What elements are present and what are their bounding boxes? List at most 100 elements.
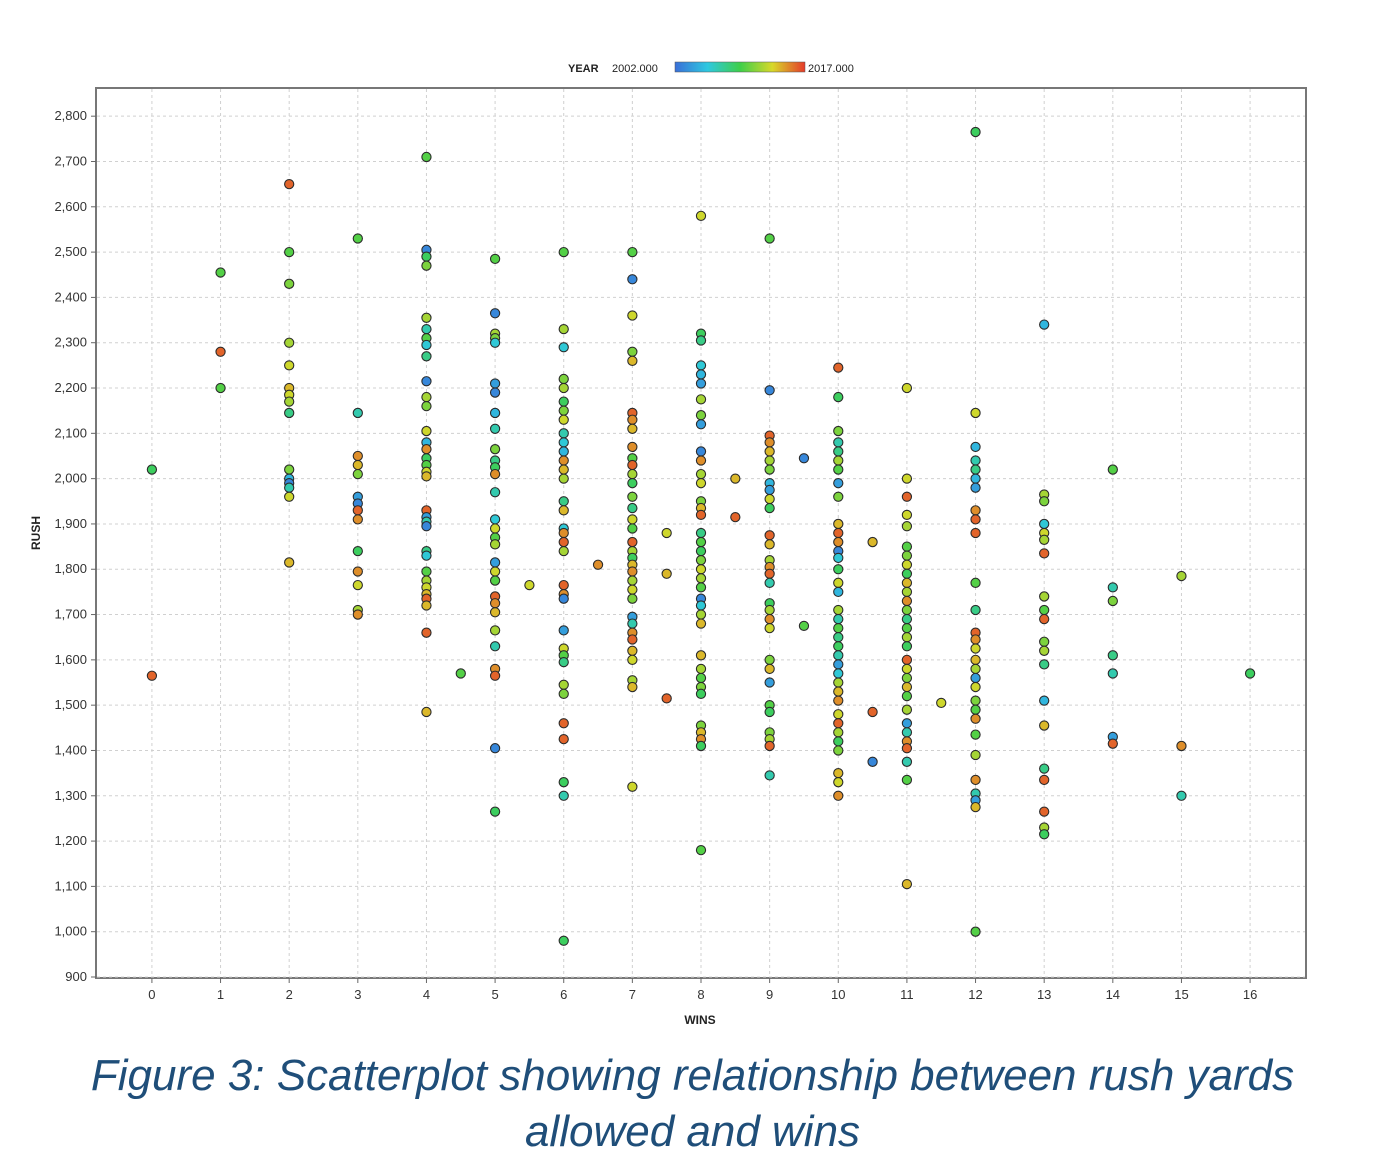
data-point (901, 681, 913, 693)
data-point (489, 743, 501, 754)
y-axis-title: RUSH (29, 516, 43, 550)
data-point (627, 523, 638, 534)
data-point (352, 566, 363, 577)
data-point (627, 781, 638, 792)
data-point (558, 382, 569, 394)
data-point (833, 437, 844, 448)
data-point (421, 391, 432, 403)
x-tick-label: 10 (831, 987, 845, 1002)
data-point (627, 514, 638, 525)
data-point (558, 545, 569, 557)
data-point (627, 459, 638, 471)
data-point (764, 493, 775, 505)
data-point (421, 425, 432, 437)
data-point (695, 688, 707, 699)
data-point (901, 641, 913, 652)
data-point (489, 337, 501, 348)
data-point (421, 260, 432, 271)
data-point (901, 568, 913, 579)
data-point (901, 604, 913, 616)
data-point (558, 733, 569, 745)
data-point (421, 627, 432, 638)
figure-caption-line-2: allowed and wins (524, 1107, 861, 1156)
data-point (284, 337, 295, 348)
data-point (421, 339, 432, 351)
data-point (1107, 650, 1118, 661)
data-point (661, 527, 672, 539)
data-point (558, 396, 569, 407)
data-point (1039, 613, 1050, 625)
data-point (833, 677, 844, 688)
data-point (421, 351, 432, 362)
data-point (901, 622, 913, 634)
data-point (833, 709, 844, 720)
data-point (867, 536, 878, 548)
x-tick-label: 8 (697, 987, 704, 1002)
y-tick-label: 2,200 (54, 380, 87, 395)
legend-max-label: 2017.000 (808, 63, 854, 75)
data-point (1039, 548, 1050, 559)
data-point (627, 584, 638, 595)
data-point (695, 527, 707, 539)
y-tick-label: 1,500 (54, 697, 87, 712)
data-point (489, 308, 501, 319)
data-point (901, 672, 913, 684)
data-point (489, 641, 501, 652)
data-point (970, 749, 981, 761)
data-point (558, 790, 569, 801)
x-tick-label: 15 (1174, 987, 1188, 1002)
data-point (489, 670, 501, 681)
data-point (489, 607, 501, 618)
data-point (970, 634, 981, 645)
data-point (1039, 829, 1050, 840)
data-point (901, 541, 913, 552)
data-point (695, 555, 707, 566)
data-point (764, 568, 775, 579)
data-point (695, 455, 707, 466)
y-tick-label: 1,300 (54, 788, 87, 803)
data-point (695, 573, 707, 584)
data-point (764, 740, 775, 752)
legend-min-label: 2002.000 (612, 63, 658, 75)
data-point (936, 697, 947, 709)
scatter-chart: YEAR 2002.000 2017.000 0 1 2 3 4 5 6 7 8 9 10 11 12 1… (29, 61, 1307, 1027)
data-point (764, 770, 775, 781)
data-point (695, 509, 707, 521)
data-point (284, 407, 295, 419)
data-point (970, 672, 981, 684)
data-point (627, 414, 638, 425)
x-tick-label: 11 (900, 987, 914, 1002)
data-point (627, 246, 638, 258)
x-tick-label: 4 (423, 987, 430, 1002)
data-point (970, 643, 981, 654)
data-point (970, 407, 981, 419)
data-point (352, 459, 363, 471)
data-point (833, 613, 844, 625)
data-point (833, 536, 844, 548)
data-point (764, 622, 775, 634)
data-point (284, 246, 295, 258)
data-point (970, 729, 981, 740)
data-point (970, 926, 981, 937)
data-point (627, 441, 638, 453)
data-point (901, 704, 913, 715)
data-point (489, 514, 501, 525)
data-point (833, 767, 844, 779)
data-point (284, 178, 295, 190)
data-point (764, 663, 775, 675)
data-point (489, 539, 501, 550)
data-point (558, 505, 569, 516)
y-tick-label: 1,900 (54, 516, 87, 531)
data-point (833, 745, 844, 756)
data-point (524, 579, 535, 591)
x-tick-label: 7 (629, 987, 636, 1002)
data-point (661, 693, 672, 704)
data-point (352, 407, 363, 419)
data-point (695, 394, 707, 405)
data-point (352, 609, 363, 620)
y-tick-label: 2,800 (54, 108, 87, 123)
data-point (627, 645, 638, 656)
data-point (833, 552, 844, 564)
data-point (764, 502, 775, 514)
data-point (352, 450, 363, 462)
